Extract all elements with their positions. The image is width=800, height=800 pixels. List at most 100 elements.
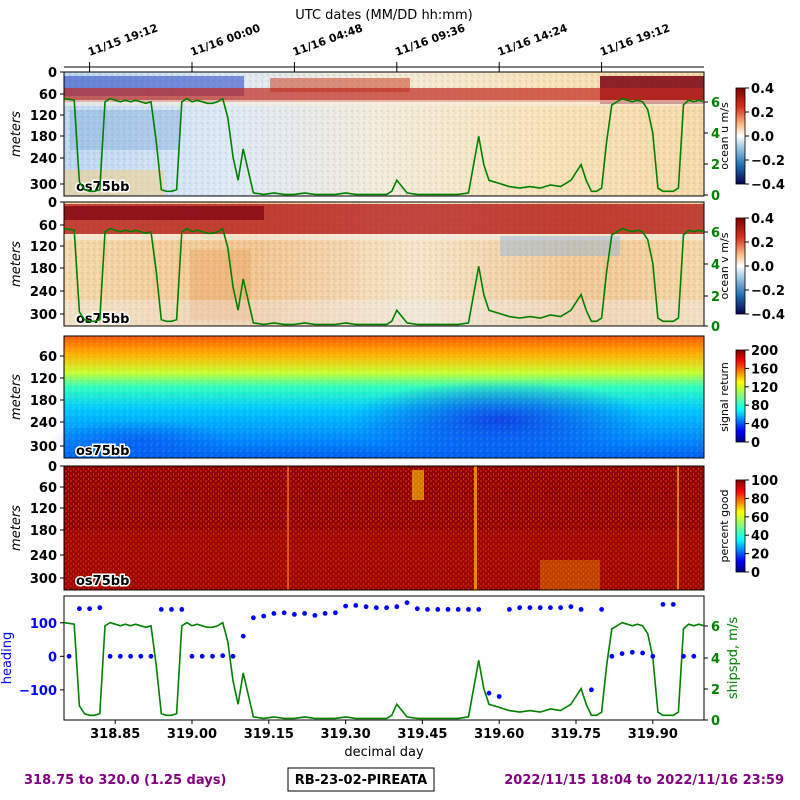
ship-speed-series: [63, 621, 705, 720]
panel-signal-return: os75bb 60 120 180 240 300 meters 200 160 120 80…: [9, 335, 778, 461]
heading-point: [210, 653, 215, 659]
colorbar-label: ocean v m/s: [718, 232, 731, 299]
heading-tick-label: 0: [48, 650, 57, 665]
bottom-tick-label: 319.75: [551, 727, 601, 742]
bottom-tick-label: 319.60: [474, 727, 524, 742]
top-axis-title: UTC dates (MM/DD hh:mm): [295, 8, 472, 23]
bottom-tick-label: 319.90: [628, 727, 678, 742]
y-ticks: 0 60 120 180 240 300: [30, 66, 64, 193]
y-tick-label: 300: [30, 440, 57, 455]
colorbar-ticks: 200 160 120 80 40 0: [745, 344, 778, 451]
ship-speed-series: [63, 97, 705, 196]
heading-point: [486, 690, 492, 696]
y-tick-label: 300: [30, 178, 57, 193]
colorbar-tick-label: −0.2: [751, 154, 785, 169]
y-tick-label: 0: [48, 196, 57, 211]
y-tick-label: 240: [30, 152, 57, 167]
heading-point: [117, 653, 123, 659]
colorbar-tick-label: 0.0: [751, 130, 774, 145]
colorbar-tick-label: 0.4: [751, 212, 774, 227]
bottom-tick-label: 319.45: [397, 727, 447, 742]
right-tick-label: 4: [711, 652, 720, 667]
ship-speed-line: [63, 97, 705, 196]
heading-points: [66, 600, 697, 699]
heading-point: [660, 602, 666, 607]
right-speed-ticks: 6 4 2 0: [704, 226, 720, 335]
y-tick-label: 0: [48, 460, 57, 475]
heading-point: [281, 610, 287, 616]
colorbar: [735, 349, 746, 443]
heading-point: [373, 605, 379, 611]
heading-point: [650, 653, 656, 659]
heading-point: [302, 611, 307, 616]
heading-point: [548, 605, 553, 611]
heading-point: [629, 649, 635, 655]
heading-point: [343, 603, 348, 609]
y-tick-label: 300: [30, 572, 57, 587]
y-tick-label: 180: [30, 394, 57, 409]
panel-heading-speed: 100 0 −100 6 4 2 0 heading shipspd, m/s 318.8…: [0, 595, 741, 760]
y-tick-label: 240: [30, 416, 57, 431]
colorbar-tick-label: 60: [751, 511, 769, 526]
colorbar-tick-label: 0: [751, 436, 760, 451]
right-tick-label: 0: [711, 320, 720, 335]
heading-point: [496, 694, 502, 699]
bottom-tick-label: 319.15: [244, 727, 294, 742]
heading-point: [230, 653, 236, 659]
colorbar-tick-label: −0.4: [751, 178, 785, 193]
heading-point: [97, 605, 103, 611]
heading-point: [537, 605, 543, 611]
y-tick-label: 60: [39, 219, 57, 234]
bottom-tick-label: 318.85: [90, 727, 140, 742]
top-axis-ticks: 11/15 19:12 11/16 00:00 11/16 04:48 11/16 0…: [86, 21, 672, 72]
right-tick-label: 0: [711, 714, 720, 729]
colorbar-label: percent good: [718, 489, 731, 562]
colorbar-label: signal return: [718, 362, 731, 432]
heading-point: [251, 615, 256, 621]
heading-point: [220, 653, 226, 659]
y-tick-label: 60: [39, 350, 57, 365]
y-label: meters: [9, 111, 24, 157]
y-ticks: 60 120 180 240 300: [30, 350, 64, 455]
heading-tick-label: −100: [19, 684, 57, 699]
heading-point: [148, 653, 154, 659]
colorbar-tick-label: 0.2: [751, 106, 774, 121]
shipspd-y-label: shipspd, m/s: [726, 617, 741, 699]
colorbar-tick-label: 40: [751, 418, 769, 433]
heading-point: [445, 607, 451, 612]
heading-point: [261, 613, 267, 619]
colorbar-tick-label: −0.2: [751, 284, 785, 299]
colorbar-tick-label: 0: [751, 566, 760, 581]
y-tick-label: 180: [30, 262, 57, 277]
colorbar-tick-label: 100: [751, 474, 778, 489]
heading-point: [589, 687, 594, 693]
colorbar: [735, 217, 746, 315]
right-speed-ticks: 6 4 2 0: [704, 96, 720, 204]
colorbar-tick-label: −0.4: [751, 308, 785, 323]
colorbar-ticks: 0.4 0.2 0.0 −0.2 −0.4: [745, 82, 785, 193]
heading-point: [87, 606, 92, 612]
top-axis-tick-label: 11/16 19:12: [598, 21, 671, 58]
colorbar-ticks: 100 80 60 40 20 0: [745, 474, 778, 581]
heading-point: [476, 607, 482, 612]
heading-point: [578, 607, 584, 612]
heading-point: [189, 653, 195, 659]
right-tick-label: 2: [711, 290, 720, 305]
top-axis-tick-label: 11/16 04:48: [291, 21, 364, 58]
colorbar-tick-label: 80: [751, 492, 769, 507]
colorbar-tick-label: 0.4: [751, 82, 774, 97]
inset-label: os75bb: [76, 444, 129, 459]
right-tick-label: 2: [711, 158, 720, 173]
heading-point: [384, 605, 389, 611]
heading-point: [414, 606, 420, 612]
y-tick-label: 240: [30, 549, 57, 564]
heading-point: [568, 604, 574, 610]
heading-point: [312, 613, 318, 618]
heading-point: [517, 605, 523, 611]
cruise-id-box: [287, 767, 435, 792]
cruise-id: RB-23-02-PIREATA: [295, 773, 428, 788]
right-tick-label: 2: [711, 683, 720, 698]
